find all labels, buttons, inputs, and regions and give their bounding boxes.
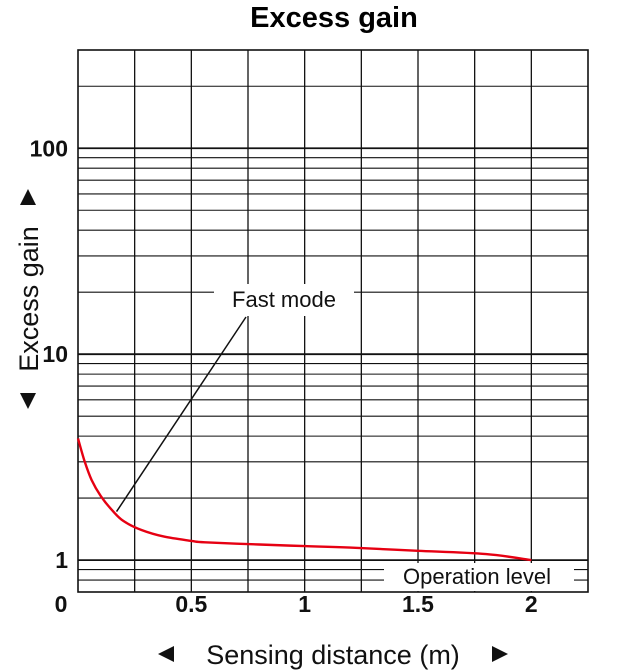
x-tick-label: 0.5 bbox=[175, 591, 207, 617]
tick-labels: 0.5 1 1.5 2 1 10 100 bbox=[30, 135, 538, 617]
fast-mode-annotation: Fast mode bbox=[232, 287, 336, 312]
fast-mode-label-background bbox=[214, 284, 354, 316]
fast-mode-series-line bbox=[76, 438, 532, 562]
chart-title: Excess gain bbox=[250, 2, 418, 34]
x-axis-title: Sensing distance (m) bbox=[158, 640, 508, 670]
fast-mode-leader-line bbox=[115, 316, 247, 513]
y-tick-label: 1 bbox=[55, 547, 68, 573]
y-axis-down-arrow-icon bbox=[20, 393, 36, 409]
annotations: Fast mode Operation level bbox=[115, 284, 574, 591]
x-axis-label: Sensing distance (m) bbox=[206, 640, 460, 670]
grid bbox=[77, 49, 589, 593]
x-axis-left-arrow-icon bbox=[158, 646, 174, 662]
y-axis-up-arrow-icon bbox=[20, 189, 36, 205]
x-axis-right-arrow-icon bbox=[492, 646, 508, 662]
x-tick-label: 2 bbox=[525, 591, 538, 617]
y-axis-title: Excess gain bbox=[14, 189, 44, 409]
plot-frame bbox=[77, 49, 589, 593]
x-tick-label: 1 bbox=[298, 591, 311, 617]
operation-level-label-background bbox=[384, 563, 574, 591]
x-axis-origin-label: 0 bbox=[55, 591, 68, 617]
y-tick-label: 100 bbox=[30, 135, 68, 161]
x-tick-label: 1.5 bbox=[402, 591, 434, 617]
y-axis-label: Excess gain bbox=[14, 226, 44, 372]
operation-level-annotation: Operation level bbox=[403, 564, 551, 589]
y-tick-label: 10 bbox=[42, 341, 68, 367]
data-series bbox=[76, 438, 532, 562]
